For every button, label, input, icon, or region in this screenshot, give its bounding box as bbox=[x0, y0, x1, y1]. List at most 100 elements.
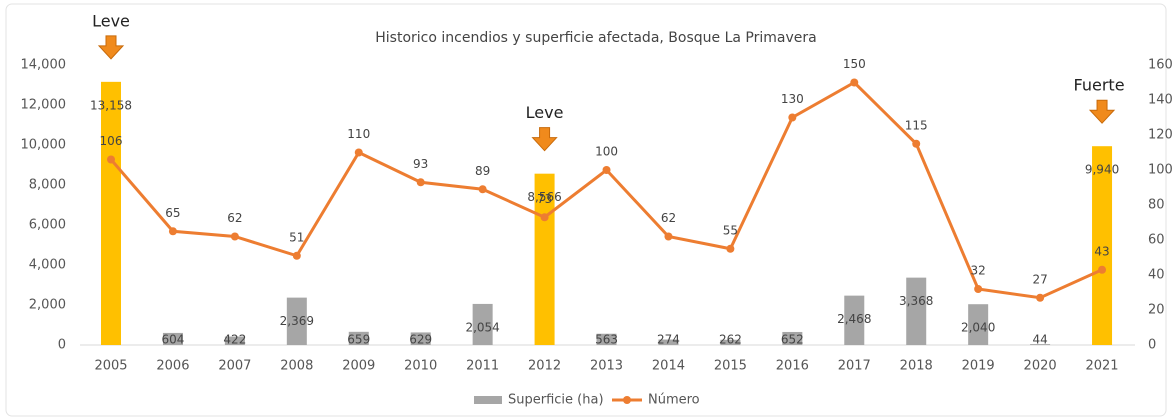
x-tick-label: 2018 bbox=[900, 359, 933, 374]
y2-tick-label: 120 bbox=[1148, 128, 1172, 143]
x-tick-label: 2016 bbox=[776, 359, 809, 374]
bar-label: 2,054 bbox=[465, 320, 499, 334]
bar bbox=[968, 304, 989, 345]
line-point bbox=[664, 232, 673, 241]
line-point bbox=[107, 155, 115, 164]
y-tick-label: 10,000 bbox=[21, 138, 67, 153]
bar bbox=[782, 331, 803, 345]
line-point bbox=[1098, 265, 1107, 274]
x-tick-label: 2005 bbox=[94, 359, 127, 374]
x-tick-label: 2012 bbox=[528, 359, 561, 374]
bar bbox=[162, 332, 183, 345]
line-point bbox=[416, 178, 425, 187]
bar bbox=[596, 333, 617, 345]
bar-label: 8,566 bbox=[527, 190, 561, 204]
line-point bbox=[1036, 293, 1045, 302]
point-label: 115 bbox=[905, 118, 928, 132]
point-label: 93 bbox=[413, 157, 428, 171]
bar bbox=[472, 303, 493, 345]
x-tick-label: 2009 bbox=[342, 359, 375, 374]
bar-label: 3,368 bbox=[899, 294, 933, 308]
line-point bbox=[788, 113, 797, 122]
x-tick-label: 2011 bbox=[466, 359, 499, 374]
y2-tick-label: 100 bbox=[1148, 163, 1172, 178]
point-label: 89 bbox=[475, 164, 490, 178]
bar-label: 422 bbox=[223, 333, 246, 347]
x-tick-label: 2019 bbox=[962, 359, 995, 374]
y-tick-label: 2,000 bbox=[29, 298, 66, 313]
bar bbox=[844, 295, 865, 345]
point-label: 27 bbox=[1032, 272, 1047, 286]
y2-tick-label: 80 bbox=[1148, 198, 1165, 213]
point-label: 62 bbox=[227, 211, 242, 225]
bar-label: 2,468 bbox=[837, 312, 871, 326]
line-point bbox=[974, 285, 983, 293]
y2-tick-label: 140 bbox=[1148, 93, 1172, 108]
annotation: Leve bbox=[92, 11, 130, 30]
bar bbox=[286, 297, 307, 345]
y-tick-label: 6,000 bbox=[29, 218, 66, 233]
bar-label: 563 bbox=[595, 333, 618, 347]
x-tick-label: 2015 bbox=[714, 359, 747, 374]
y-tick-label: 14,000 bbox=[21, 58, 67, 73]
y-tick-label: 8,000 bbox=[29, 178, 66, 193]
x-tick-label: 2008 bbox=[280, 359, 313, 374]
bar bbox=[1092, 146, 1113, 345]
legend-swatch bbox=[474, 396, 502, 404]
bar bbox=[224, 336, 245, 345]
point-label: 73 bbox=[537, 192, 552, 206]
y2-tick-label: 20 bbox=[1148, 303, 1165, 318]
point-label: 62 bbox=[661, 211, 676, 225]
point-label: 106 bbox=[100, 134, 123, 148]
bar-label: 652 bbox=[781, 333, 804, 347]
y-tick-label: 0 bbox=[58, 338, 66, 353]
legend-dot bbox=[623, 396, 631, 404]
x-tick-label: 2006 bbox=[156, 359, 189, 374]
line-point bbox=[850, 78, 859, 87]
point-label: 130 bbox=[781, 92, 804, 106]
line-point bbox=[912, 139, 921, 148]
bar-label: 9,940 bbox=[1085, 163, 1119, 177]
legend-label: Número bbox=[648, 393, 700, 408]
line-point bbox=[540, 213, 549, 222]
x-tick-label: 2014 bbox=[652, 359, 685, 374]
point-label: 110 bbox=[347, 127, 370, 141]
line-point bbox=[230, 232, 239, 241]
line-point bbox=[726, 244, 735, 253]
point-label: 100 bbox=[595, 145, 618, 159]
bar-label: 604 bbox=[161, 333, 184, 347]
line-point bbox=[602, 166, 611, 174]
line-point bbox=[478, 185, 487, 194]
bar bbox=[720, 339, 741, 345]
line-point bbox=[354, 148, 363, 157]
point-label: 32 bbox=[971, 264, 986, 278]
bar bbox=[906, 277, 927, 345]
bar-label: 2,040 bbox=[961, 321, 995, 335]
y-tick-label: 4,000 bbox=[29, 258, 66, 273]
x-tick-label: 2010 bbox=[404, 359, 437, 374]
point-label: 55 bbox=[723, 223, 738, 237]
bar-label: 629 bbox=[409, 333, 432, 347]
point-label: 65 bbox=[165, 206, 180, 220]
point-label: 150 bbox=[843, 57, 866, 71]
line-point bbox=[168, 227, 177, 236]
annotation: Leve bbox=[526, 103, 564, 122]
bar-label: 659 bbox=[347, 333, 370, 347]
y2-tick-label: 160 bbox=[1148, 58, 1172, 73]
line-point bbox=[292, 251, 301, 260]
annotation: Fuerte bbox=[1074, 76, 1125, 95]
y2-tick-label: 0 bbox=[1148, 338, 1156, 353]
bar-label: 44 bbox=[1032, 333, 1047, 347]
x-tick-label: 2020 bbox=[1024, 359, 1057, 374]
bar bbox=[348, 331, 369, 345]
x-tick-label: 2017 bbox=[838, 359, 871, 374]
bar-label: 274 bbox=[657, 333, 680, 347]
annotation-arrow bbox=[1088, 99, 1116, 124]
y2-tick-label: 40 bbox=[1148, 268, 1165, 283]
annotation-arrow bbox=[531, 127, 558, 152]
x-tick-label: 2007 bbox=[218, 359, 251, 374]
point-label: 43 bbox=[1094, 244, 1109, 258]
legend-label: Superficie (ha) bbox=[508, 393, 604, 408]
x-tick-label: 2021 bbox=[1085, 359, 1118, 374]
